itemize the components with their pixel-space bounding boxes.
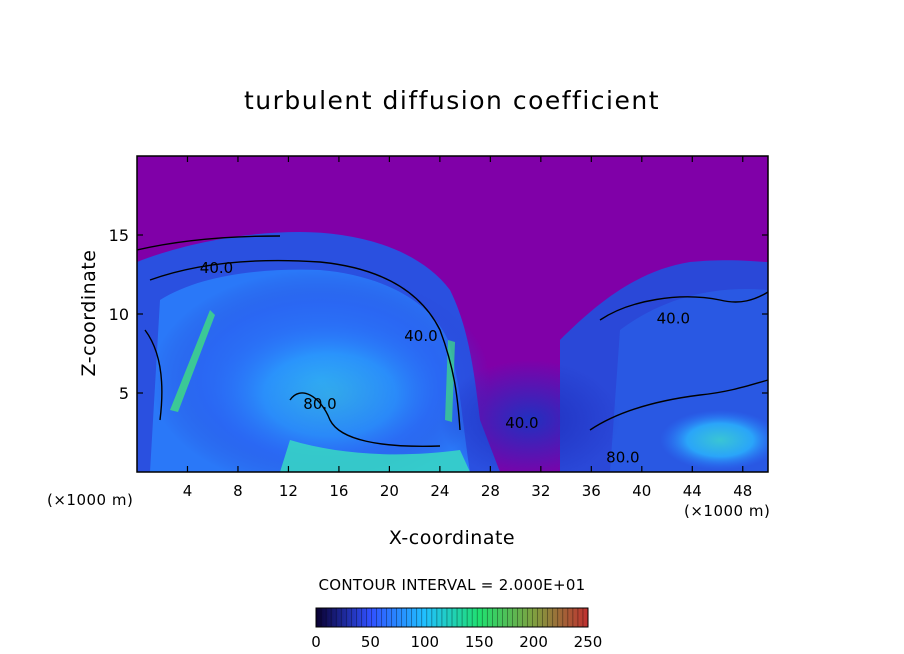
contour-label: 40.0 [200,259,233,277]
y-tick-label: 15 [109,226,129,245]
colorbar-tick-label: 0 [311,633,321,651]
bottom-band [280,440,470,472]
colorbar-tick-label: 200 [519,633,548,651]
contour-label-layer: 40.0 40.0 80.0 40.0 40.0 80.0 [200,259,690,467]
x-tick-label: 12 [279,482,298,500]
y-axis-label: Z-coordinate [78,249,100,377]
colorbar-tick-label: 50 [361,633,380,651]
contour-interval: CONTOUR INTERVAL = 2.000E+01 [318,576,586,594]
x-axis: 4 8 12 16 20 24 28 32 36 40 44 48 [183,156,752,500]
x-tick-label: 24 [430,482,449,500]
contour-right-lower [589,379,768,431]
x-tick-label: 28 [481,482,500,500]
x-unit-left: (×1000 m) [47,491,134,509]
x-tick-label: 8 [233,482,243,500]
colorbar-stripes [320,608,584,627]
contour-label: 40.0 [657,309,690,327]
colorbar-ticks: 0 50 100 150 200 250 [311,633,602,651]
contour-40-arc [149,259,461,431]
x-tick-label: 20 [380,482,399,500]
x-tick-label: 16 [329,482,348,500]
contour-lines [137,235,768,447]
y-tick-label: 10 [109,305,129,324]
x-tick-label: 36 [582,482,601,500]
mid-mixing-zone [440,360,620,472]
x-tick-label: 40 [632,482,651,500]
x-tick-label: 32 [531,482,550,500]
contour-label: 40.0 [404,327,437,345]
colorbar-tick-label: 100 [410,633,439,651]
left-streak [170,310,215,412]
x-tick-label: 44 [683,482,702,500]
x-tick-label: 48 [733,482,752,500]
contour-label: 40.0 [505,414,538,432]
contour-80-loop [289,392,441,447]
right-streak [445,340,455,422]
contour-40-outer [137,235,281,251]
chart-title: turbulent diffusion coefficient [243,86,661,115]
contour-label: 80.0 [303,395,336,413]
contour-left-streak [144,329,163,421]
field-layer [137,156,768,472]
contour-right-40 [599,291,768,321]
right-low-glow [660,410,768,470]
colorbar-tick-label: 250 [574,633,603,651]
x-axis-label: X-coordinate [388,527,516,549]
x-unit-right: (×1000 m) [684,502,771,520]
colorbar-tick-label: 150 [465,633,494,651]
contour-label: 80.0 [606,449,639,467]
x-tick-label: 4 [183,482,193,500]
y-tick-label: 5 [119,384,129,403]
vortex-glow [150,270,490,472]
y-axis: 5 10 15 [109,226,768,403]
